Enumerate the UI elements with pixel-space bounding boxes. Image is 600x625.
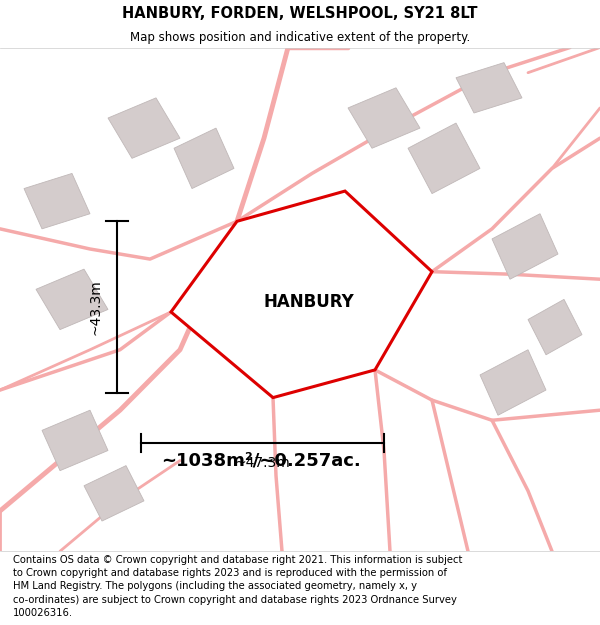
Polygon shape [528,299,582,355]
Polygon shape [492,214,558,279]
Polygon shape [174,128,234,189]
Polygon shape [36,269,108,329]
Text: ~47.3m: ~47.3m [235,456,290,469]
Polygon shape [108,98,180,158]
Text: Map shows position and indicative extent of the property.: Map shows position and indicative extent… [130,31,470,44]
Text: HANBURY, FORDEN, WELSHPOOL, SY21 8LT: HANBURY, FORDEN, WELSHPOOL, SY21 8LT [122,6,478,21]
Polygon shape [210,299,270,360]
Polygon shape [348,88,420,148]
Text: ~43.3m: ~43.3m [88,279,102,335]
Polygon shape [24,173,90,229]
Text: ~1038m²/~0.257ac.: ~1038m²/~0.257ac. [161,452,361,469]
Polygon shape [84,466,144,521]
Polygon shape [456,62,522,113]
Text: Contains OS data © Crown copyright and database right 2021. This information is : Contains OS data © Crown copyright and d… [13,555,463,618]
Polygon shape [408,123,480,194]
Text: HANBURY: HANBURY [263,293,355,311]
Polygon shape [480,350,546,415]
Polygon shape [42,410,108,471]
Polygon shape [171,191,432,398]
